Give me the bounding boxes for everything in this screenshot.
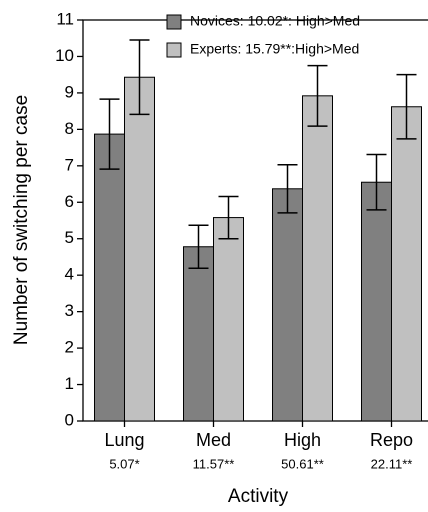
bar bbox=[272, 188, 303, 422]
y-tick-label: 5 bbox=[65, 228, 74, 247]
y-tick-label: 10 bbox=[55, 46, 74, 65]
y-tick-label: 0 bbox=[65, 410, 74, 429]
bar bbox=[302, 95, 333, 422]
x-tick-label: Repo bbox=[370, 430, 413, 450]
legend-label: Novices: 10.02*: High>Med bbox=[190, 13, 360, 29]
y-tick-label: 8 bbox=[65, 119, 74, 138]
legend-swatch bbox=[166, 42, 182, 58]
category-note: 22.11** bbox=[371, 456, 413, 471]
error-bar bbox=[366, 153, 387, 211]
error-bar bbox=[396, 73, 417, 140]
category-note: 11.57** bbox=[193, 456, 235, 471]
error-bar bbox=[218, 195, 239, 240]
error-bar bbox=[277, 163, 298, 214]
x-tick-label: Lung bbox=[104, 430, 144, 450]
legend-swatch bbox=[166, 14, 182, 30]
y-tick-label: 6 bbox=[65, 192, 74, 211]
y-tick-label: 4 bbox=[65, 265, 74, 284]
bar bbox=[391, 106, 422, 422]
bar bbox=[124, 76, 155, 422]
category-note: 5.07* bbox=[109, 456, 139, 471]
y-tick-label: 3 bbox=[65, 301, 74, 320]
plot-frame bbox=[82, 19, 428, 422]
legend-label: Experts: 15.79**:High>Med bbox=[190, 41, 359, 57]
x-axis-label: Activity bbox=[228, 486, 289, 507]
x-tick-label: Med bbox=[196, 430, 231, 450]
error-bar bbox=[188, 224, 209, 270]
error-bar bbox=[307, 64, 328, 127]
y-tick-label: 1 bbox=[65, 374, 74, 393]
bar bbox=[94, 133, 125, 422]
error-bar bbox=[99, 98, 120, 170]
bar bbox=[361, 181, 392, 422]
category-note: 50.61** bbox=[281, 456, 324, 471]
y-tick-label: 2 bbox=[65, 338, 74, 357]
bar bbox=[183, 246, 214, 422]
y-axis-label: Number of switching per case bbox=[11, 95, 32, 345]
y-tick-label: 11 bbox=[56, 9, 74, 28]
y-tick-label: 7 bbox=[65, 155, 74, 174]
x-tick-label: High bbox=[284, 430, 321, 450]
y-tick-label: 9 bbox=[65, 82, 74, 101]
bar bbox=[213, 217, 244, 422]
error-bar bbox=[129, 39, 150, 116]
